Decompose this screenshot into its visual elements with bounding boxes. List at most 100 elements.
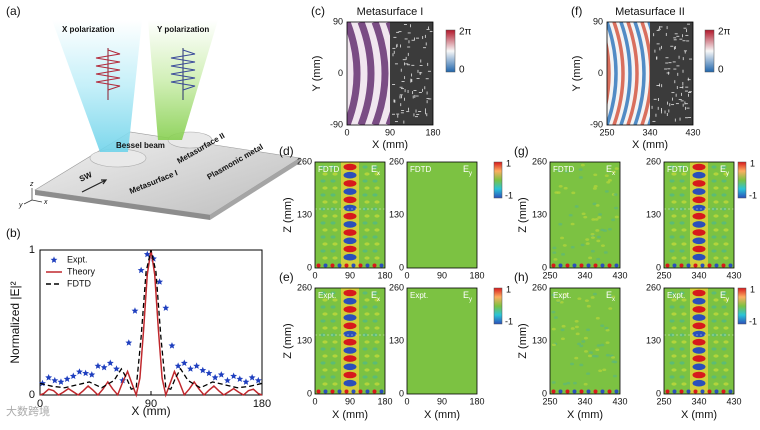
side-fringe [713,340,719,344]
beam-lobe [692,363,706,371]
z-tick-label: 260 [646,156,661,166]
side-fringe [721,179,727,183]
speckle [604,174,609,178]
side-fringe [681,200,687,204]
source-dot [323,389,328,394]
source-dot [700,263,705,268]
x-tick-label: 180 [377,270,392,280]
side-fringe [721,235,727,239]
side-fringe [332,368,338,372]
side-fringe [671,172,677,176]
side-fringe [713,326,719,330]
side-fringe [669,193,675,197]
source-dot [672,263,677,268]
speckle [568,213,573,217]
legend-label: Expt. [67,254,88,264]
beam-lobe [343,253,357,261]
source-dot [586,389,591,394]
side-fringe [669,291,675,295]
source-dot [714,389,719,394]
side-fringe [362,249,368,253]
beam-lobe [343,314,357,321]
expt-point [100,363,108,371]
side-fringe [364,186,370,190]
side-fringe [362,375,368,379]
side-fringe [364,228,370,232]
source-dot [330,389,335,394]
side-fringe [711,193,717,197]
speckle [614,167,619,170]
source-dot [665,263,670,268]
beam-lobe [692,314,706,321]
side-fringe [723,368,729,372]
side-fringe [671,186,677,190]
y-axis-label: Normalized |E|² [8,281,22,363]
speckle [593,184,598,188]
side-fringe [364,242,370,246]
panel-label: (g) [514,144,529,158]
beam-lobe [692,322,706,330]
source-dot [672,389,677,394]
side-fringe [669,221,675,225]
speckle [605,341,610,344]
beam-lobe [343,212,357,220]
speckle [606,180,611,184]
side-fringe [330,165,336,169]
side-fringe [713,298,719,302]
side-fringe [330,305,336,309]
z-tick-label: 260 [389,156,404,166]
panel-label: (f) [571,4,582,18]
speckle [613,193,618,196]
side-fringe [372,347,378,351]
expt-point [137,266,145,274]
map-frame [663,161,735,269]
side-fringe [669,249,675,253]
speckle [560,236,565,240]
side-fringe [679,291,685,295]
speckle [591,218,596,221]
colorbar [493,287,503,325]
side-fringe [723,242,729,246]
z-tick-label: 130 [389,209,404,219]
x-axis-label: X (mm) [632,139,668,151]
z-tick-label: 0 [307,262,312,272]
z-axis-label: Z (mm) [282,323,294,358]
y-tick-label: 0 [29,389,35,401]
side-fringe [374,326,380,330]
z-tick-label: 0 [542,388,547,398]
side-fringe [372,221,378,225]
speckle [562,382,567,386]
map-frame [314,161,386,269]
source-dot [551,263,556,268]
speckle [553,258,558,261]
speckle [614,206,619,210]
expt-point [51,376,59,384]
source-dot [379,263,384,268]
side-fringe [364,312,370,316]
side-fringe [671,200,677,204]
side-fringe [322,186,328,190]
source-dot [707,389,712,394]
expt-point [254,376,262,384]
source-dot [693,389,698,394]
speckle [614,215,619,219]
side-fringe [723,200,729,204]
component-subscript: x [377,171,380,177]
side-fringe [372,361,378,365]
side-fringe [322,368,328,372]
side-fringe [669,235,675,239]
speckle [553,316,558,319]
speckle [595,348,600,352]
speckle [551,310,556,314]
side-fringe [711,249,717,253]
speckle [600,343,605,347]
side-fringe [713,186,719,190]
source-dot [614,389,619,394]
source-dot [358,389,363,394]
source-dot [600,263,605,268]
expt-point [76,368,83,375]
side-fringe [679,361,685,365]
speckle [584,299,589,302]
side-fringe [671,368,677,372]
